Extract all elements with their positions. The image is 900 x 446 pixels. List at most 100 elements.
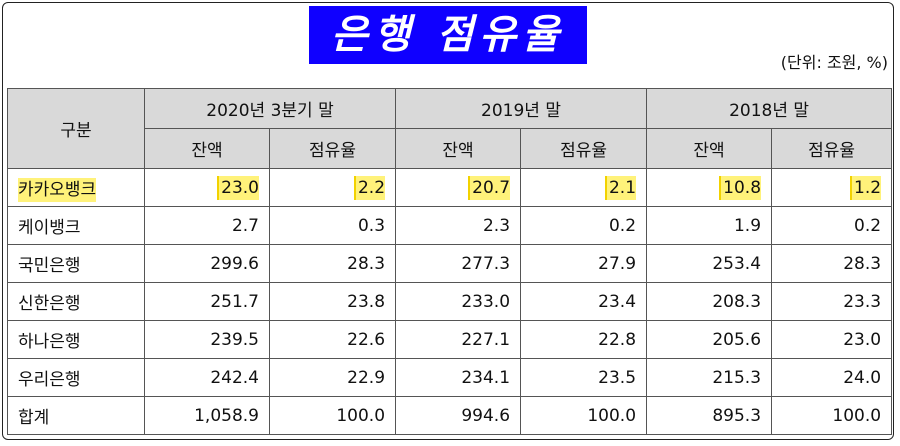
balance-cell: 234.1 [395, 358, 522, 397]
cell-value: 234.1 [461, 367, 511, 388]
balance-cell: 208.3 [646, 282, 773, 321]
cell-value: 277.3 [461, 253, 511, 274]
market-share-table: 구분 2020년 3분기 말 2019년 말 2018년 말 잔액 점유율 잔액… [7, 88, 893, 435]
header-period-2018: 2018년 말 [646, 88, 893, 129]
balance-cell: 215.3 [646, 358, 773, 397]
cell-value: 2.7 [231, 215, 259, 236]
balance-cell: 205.6 [646, 320, 773, 359]
cell-value: 205.6 [712, 329, 762, 350]
header-category: 구분 [7, 88, 145, 169]
share-cell: 0.2 [771, 206, 893, 245]
header-share: 점유율 [268, 128, 397, 169]
cell-value: 1,058.9 [194, 405, 259, 426]
cell-value: 100.0 [832, 405, 882, 426]
bank-name: 하나은행 [18, 332, 81, 352]
cell-value: 208.3 [712, 291, 762, 312]
cell-value: 239.5 [210, 329, 259, 350]
bank-name: 국민은행 [18, 256, 81, 276]
cell-value: 23.0 [843, 329, 882, 350]
share-cell: 22.8 [520, 320, 648, 359]
cell-value: 27.9 [598, 253, 637, 274]
bank-name: 케이뱅크 [18, 218, 81, 238]
cell-value: 251.7 [210, 291, 259, 312]
share-cell: 24.0 [771, 358, 893, 397]
bank-name: 신한은행 [18, 294, 81, 314]
table-row: 합계 1,058.9 100.0 994.6 100.0 895.3 100.0 [7, 396, 893, 435]
page-title: 은행 점유율 [309, 6, 587, 64]
cell-value: 2.2 [353, 175, 386, 200]
cell-value: 242.4 [210, 367, 259, 388]
share-cell: 100.0 [268, 396, 397, 435]
share-cell: 23.3 [771, 282, 893, 321]
header-period-2020q3: 2020년 3분기 말 [143, 88, 397, 129]
share-cell: 100.0 [771, 396, 893, 435]
table-row: 케이뱅크 2.7 0.3 2.3 0.2 1.9 0.2 [7, 206, 893, 245]
cell-value: 1.9 [733, 215, 762, 236]
cell-value: 233.0 [461, 291, 511, 312]
table-row: 카카오뱅크 23.0 2.2 20.7 2.1 10.8 1.2 [7, 168, 893, 207]
share-cell: 2.2 [268, 168, 397, 207]
cell-value: 20.7 [468, 175, 511, 200]
balance-cell: 1,058.9 [144, 396, 270, 435]
balance-cell: 242.4 [144, 358, 270, 397]
header-period-2019: 2019년 말 [395, 88, 648, 129]
page-frame [2, 2, 894, 440]
balance-cell: 277.3 [395, 244, 522, 283]
cell-value: 299.6 [210, 253, 259, 274]
table-row: 우리은행 242.4 22.9 234.1 23.5 215.3 24.0 [7, 358, 893, 397]
cell-value: 100.0 [336, 405, 386, 426]
row-label: 하나은행 [7, 320, 145, 359]
cell-value: 23.0 [217, 175, 259, 200]
cell-value: 895.3 [712, 405, 762, 426]
balance-cell: 253.4 [646, 244, 773, 283]
balance-cell: 10.8 [646, 168, 773, 207]
unit-note: (단위: 조원, %) [780, 53, 888, 72]
cell-value: 0.2 [608, 215, 637, 236]
share-cell: 22.9 [268, 358, 397, 397]
cell-value: 23.3 [843, 291, 882, 312]
row-label: 신한은행 [7, 282, 145, 321]
share-cell: 0.2 [520, 206, 648, 245]
share-cell: 22.6 [268, 320, 397, 359]
cell-value: 0.2 [854, 215, 882, 236]
balance-cell: 20.7 [395, 168, 522, 207]
share-cell: 0.3 [268, 206, 397, 245]
row-label: 케이뱅크 [7, 206, 145, 245]
table-row: 신한은행 251.7 23.8 233.0 23.4 208.3 23.3 [7, 282, 893, 321]
cell-value: 2.1 [604, 175, 637, 200]
cell-value: 1.2 [850, 175, 882, 200]
cell-value: 24.0 [843, 367, 882, 388]
share-cell: 2.1 [520, 168, 648, 207]
header-balance: 잔액 [144, 128, 270, 169]
cell-value: 28.3 [843, 253, 882, 274]
bank-name: 카카오뱅크 [18, 178, 97, 202]
cell-value: 0.3 [357, 215, 386, 236]
balance-cell: 2.7 [144, 206, 270, 245]
cell-value: 100.0 [587, 405, 637, 426]
header-share: 점유율 [771, 128, 893, 169]
cell-value: 215.3 [712, 367, 762, 388]
header-balance: 잔액 [646, 128, 773, 169]
row-label: 카카오뱅크 [7, 168, 145, 207]
bank-name: 우리은행 [18, 370, 81, 390]
share-cell: 1.2 [771, 168, 893, 207]
row-label: 합계 [7, 396, 145, 435]
share-cell: 23.4 [520, 282, 648, 321]
balance-cell: 994.6 [395, 396, 522, 435]
cell-value: 227.1 [461, 329, 511, 350]
cell-value: 23.5 [598, 367, 637, 388]
cell-value: 23.8 [347, 291, 386, 312]
table-row: 국민은행 299.6 28.3 277.3 27.9 253.4 28.3 [7, 244, 893, 283]
cell-value: 253.4 [712, 253, 762, 274]
cell-value: 994.6 [461, 405, 511, 426]
balance-cell: 239.5 [144, 320, 270, 359]
share-cell: 28.3 [268, 244, 397, 283]
balance-cell: 895.3 [646, 396, 773, 435]
header-share: 점유율 [520, 128, 648, 169]
cell-value: 23.4 [598, 291, 637, 312]
cell-value: 2.3 [482, 215, 511, 236]
cell-value: 22.6 [347, 329, 386, 350]
cell-value: 10.8 [719, 175, 762, 200]
table-row: 하나은행 239.5 22.6 227.1 22.8 205.6 23.0 [7, 320, 893, 359]
balance-cell: 227.1 [395, 320, 522, 359]
